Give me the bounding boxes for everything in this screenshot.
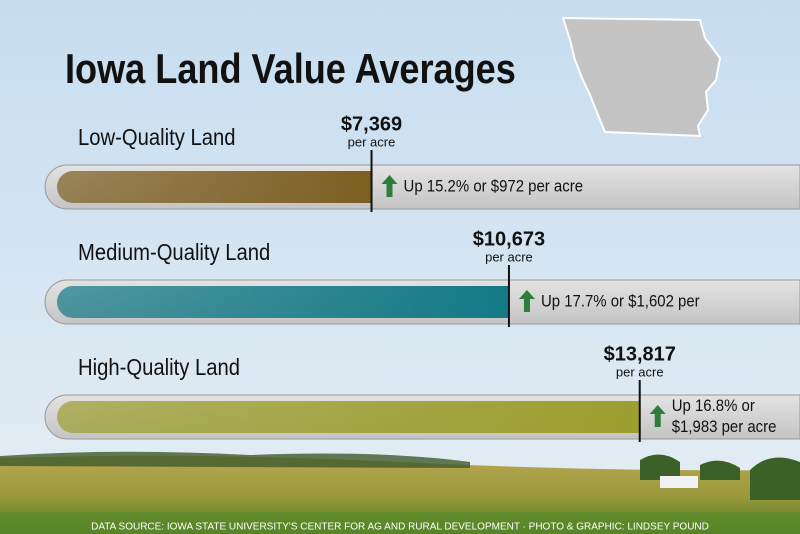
value-label: $10,673 (473, 228, 545, 250)
trees (640, 454, 800, 500)
up-arrow (518, 290, 535, 312)
up-arrow (649, 405, 666, 427)
bar (57, 171, 372, 203)
bar (57, 401, 640, 433)
chart-title: Iowa Land Value Averages (65, 47, 516, 93)
tree-line (0, 451, 470, 468)
annotation: Up 15.2% or $972 per acre (404, 178, 584, 196)
value-label: $13,817 (604, 343, 676, 365)
annotation: $1,983 per acre (672, 418, 777, 436)
barn (660, 476, 698, 488)
category-label: Low-Quality Land (78, 124, 235, 151)
annotation: Up 16.8% or (672, 397, 756, 415)
unit-label: per acre (348, 134, 396, 149)
annotation: Up 17.7% or $1,602 per (541, 293, 700, 311)
category-label: High-Quality Land (78, 354, 240, 381)
unit-label: per acre (485, 249, 533, 264)
bar (57, 286, 509, 318)
iowa-map (561, 16, 722, 138)
up-arrow (381, 175, 398, 197)
unit-label: per acre (616, 364, 664, 379)
value-label: $7,369 (341, 113, 402, 135)
source: DATA SOURCE: IOWA STATE UNIVERSITY'S CEN… (91, 522, 709, 533)
foreground (0, 512, 800, 534)
category-label: Medium-Quality Land (78, 239, 270, 266)
